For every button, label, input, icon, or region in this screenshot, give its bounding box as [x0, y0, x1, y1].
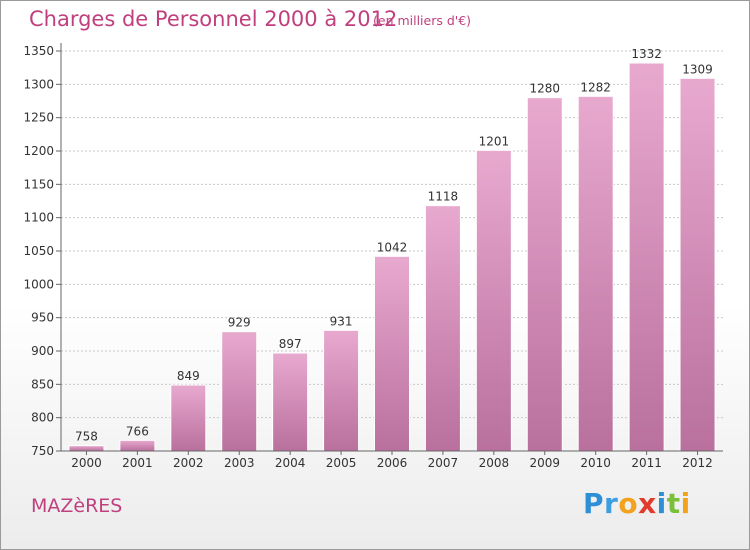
bar-2010 — [577, 95, 614, 452]
x-tick-label: 2005 — [326, 456, 357, 470]
bar-2002 — [170, 384, 207, 452]
data-label: 1332 — [631, 47, 662, 61]
data-label: 766 — [126, 424, 149, 438]
data-label: 1042 — [377, 240, 408, 254]
logo-letter: r — [604, 487, 619, 520]
bar-2006 — [374, 255, 410, 452]
logo-letter: o — [618, 487, 639, 520]
chart-subtitle: (en milliers d'€) — [373, 13, 472, 28]
y-tick-label: 1000 — [23, 277, 54, 291]
x-tick-label: 2008 — [479, 456, 510, 470]
chart-title: Charges de Personnel 2000 à 2012 — [29, 7, 398, 31]
x-tick-label: 2004 — [275, 456, 306, 470]
data-label: 897 — [279, 337, 302, 351]
bar-2009 — [526, 97, 563, 452]
y-tick-label: 900 — [31, 344, 54, 358]
x-tick-label: 2007 — [428, 456, 459, 470]
y-tick-label: 800 — [31, 411, 54, 425]
proxiti-logo: Proxiti — [583, 487, 691, 520]
x-tick-label: 2003 — [224, 456, 255, 470]
y-tick-label: 1300 — [23, 77, 54, 91]
bar-2003 — [221, 331, 258, 452]
y-tick-label: 1250 — [23, 111, 54, 125]
logo-letter: t — [666, 487, 681, 520]
x-tick-label: 2002 — [173, 456, 204, 470]
logo-letter: i — [656, 487, 667, 520]
x-tick-label: 2000 — [71, 456, 102, 470]
y-tick-label: 850 — [31, 377, 54, 391]
data-label: 1118 — [428, 190, 459, 204]
bar-2007 — [424, 205, 461, 452]
bar-2008 — [475, 149, 512, 452]
bar-2012 — [679, 77, 716, 452]
y-tick-label: 1150 — [23, 177, 54, 191]
data-label: 849 — [177, 369, 200, 383]
bar-2001 — [119, 439, 156, 452]
bars-layer — [68, 62, 716, 452]
labels-layer: 758 766 849 929 897 931 1042 1118 1201 1280 1282 13… — [75, 47, 713, 444]
bar-2005 — [323, 329, 360, 452]
data-label: 1309 — [682, 62, 713, 76]
logo-letter: i — [680, 487, 691, 520]
data-label: 929 — [228, 316, 251, 330]
commune-name: MAZèRES — [31, 495, 123, 517]
x-tick-label: 2011 — [631, 456, 662, 470]
bar-2000 — [68, 445, 105, 452]
bar-2004 — [272, 352, 309, 452]
logo-letter: P — [583, 487, 605, 520]
y-tick-label: 1200 — [23, 144, 54, 158]
data-label: 931 — [330, 314, 353, 328]
y-tick-label: 1350 — [23, 44, 54, 58]
x-tick-label: 2012 — [682, 456, 713, 470]
data-label: 1280 — [529, 82, 560, 96]
x-tick-label: 2001 — [122, 456, 153, 470]
x-tick-label: 2010 — [580, 456, 611, 470]
logo-letter: x — [638, 487, 657, 520]
y-tick-label: 950 — [31, 311, 54, 325]
axis-layer: 750 800 850 900 950 1000 1050 1100 1150 1200 1250 1… — [23, 43, 723, 470]
x-tick-label: 2009 — [529, 456, 560, 470]
x-tick-label: 2006 — [377, 456, 408, 470]
y-tick-label: 1050 — [23, 244, 54, 258]
data-label: 1201 — [479, 134, 510, 148]
y-tick-label: 1100 — [23, 211, 54, 225]
data-label: 758 — [75, 430, 98, 444]
bar-2011 — [628, 62, 665, 452]
data-label: 1282 — [580, 80, 611, 94]
y-tick-label: 750 — [31, 444, 54, 458]
